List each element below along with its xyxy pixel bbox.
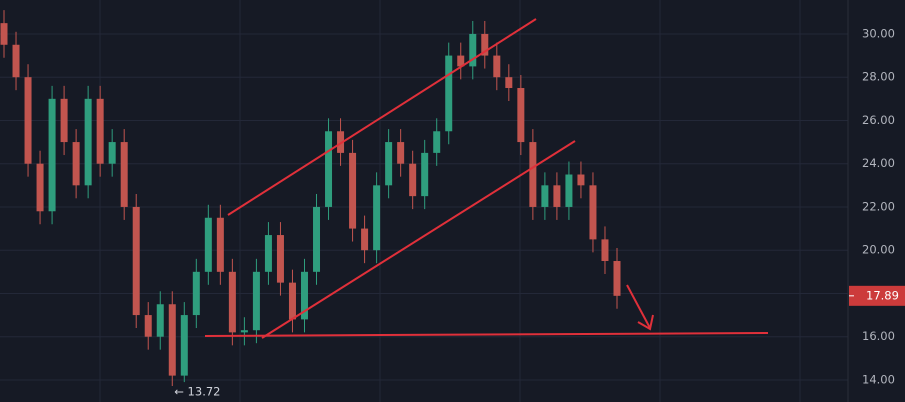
candle-body [48, 98, 56, 212]
candle-body [144, 315, 152, 337]
candle-body [457, 55, 465, 67]
y-tick-label: 22.00 [862, 199, 895, 213]
candle-body [601, 239, 609, 262]
drawings [204, 18, 769, 339]
candle-body [469, 33, 477, 67]
last-price-box [849, 285, 905, 306]
candle-body [589, 185, 597, 240]
channel-lower [261, 140, 576, 339]
candle-body [84, 98, 92, 186]
candle-body [433, 131, 441, 153]
candle-body [577, 174, 585, 186]
candle-body [60, 98, 68, 143]
candle-body [481, 33, 489, 56]
candle-body [349, 152, 357, 229]
candle-body [325, 131, 333, 207]
y-tick-label: 14.00 [862, 372, 895, 386]
support-line [204, 332, 769, 337]
candle-body [264, 235, 272, 272]
y-tick-label: 26.00 [862, 113, 895, 127]
candle-body [613, 261, 621, 296]
arrow-shaft [626, 284, 651, 329]
candle-body [300, 271, 308, 320]
candle-body [252, 271, 260, 331]
candle-body [553, 185, 561, 207]
candle-body [337, 131, 345, 153]
candle-body [228, 271, 236, 333]
candle-body [204, 217, 212, 272]
candles: ← 13.72 [0, 10, 621, 398]
arrow-head [637, 314, 654, 331]
candle-body [0, 23, 8, 45]
candle-body [168, 304, 176, 376]
candle-body [120, 142, 128, 207]
candle-body [361, 228, 369, 251]
candle-body [180, 315, 188, 376]
low-marker: ← 13.72 [174, 384, 220, 398]
candle-body [373, 185, 381, 251]
candle-body [445, 55, 453, 132]
candle-body [409, 163, 417, 197]
candle-body [12, 44, 20, 78]
candle-body [541, 185, 549, 207]
candle-body [96, 98, 104, 164]
candle-body [493, 55, 501, 78]
candle-body [276, 235, 284, 283]
candle-body [517, 88, 525, 143]
candle-body [385, 142, 393, 186]
candle-body [24, 77, 32, 164]
channel-upper [227, 18, 537, 216]
last-price-label: 17.89 [866, 288, 899, 302]
y-tick-label: 16.00 [862, 329, 895, 343]
candle-body [156, 304, 164, 337]
candle-body [397, 142, 405, 164]
candle-body [313, 206, 321, 272]
y-tick-label: 24.00 [862, 156, 895, 170]
y-tick-label: 28.00 [862, 70, 895, 84]
candle-body [288, 282, 296, 320]
grid [0, 33, 848, 381]
candle-body [192, 271, 200, 316]
price-axis: 14.0016.0018.0020.0022.0024.0026.0028.00… [849, 26, 905, 386]
candle-body [132, 206, 140, 316]
candle-body [36, 163, 44, 212]
y-tick-label: 30.00 [862, 26, 895, 40]
candle-body [421, 152, 429, 197]
candle-body [108, 142, 116, 164]
candle-body [505, 77, 513, 89]
candle-body [216, 217, 224, 272]
candle-body [565, 174, 573, 207]
candle-body [72, 142, 80, 186]
candle-body [240, 330, 248, 333]
candle-body [529, 142, 537, 207]
y-tick-label: 20.00 [862, 243, 895, 257]
